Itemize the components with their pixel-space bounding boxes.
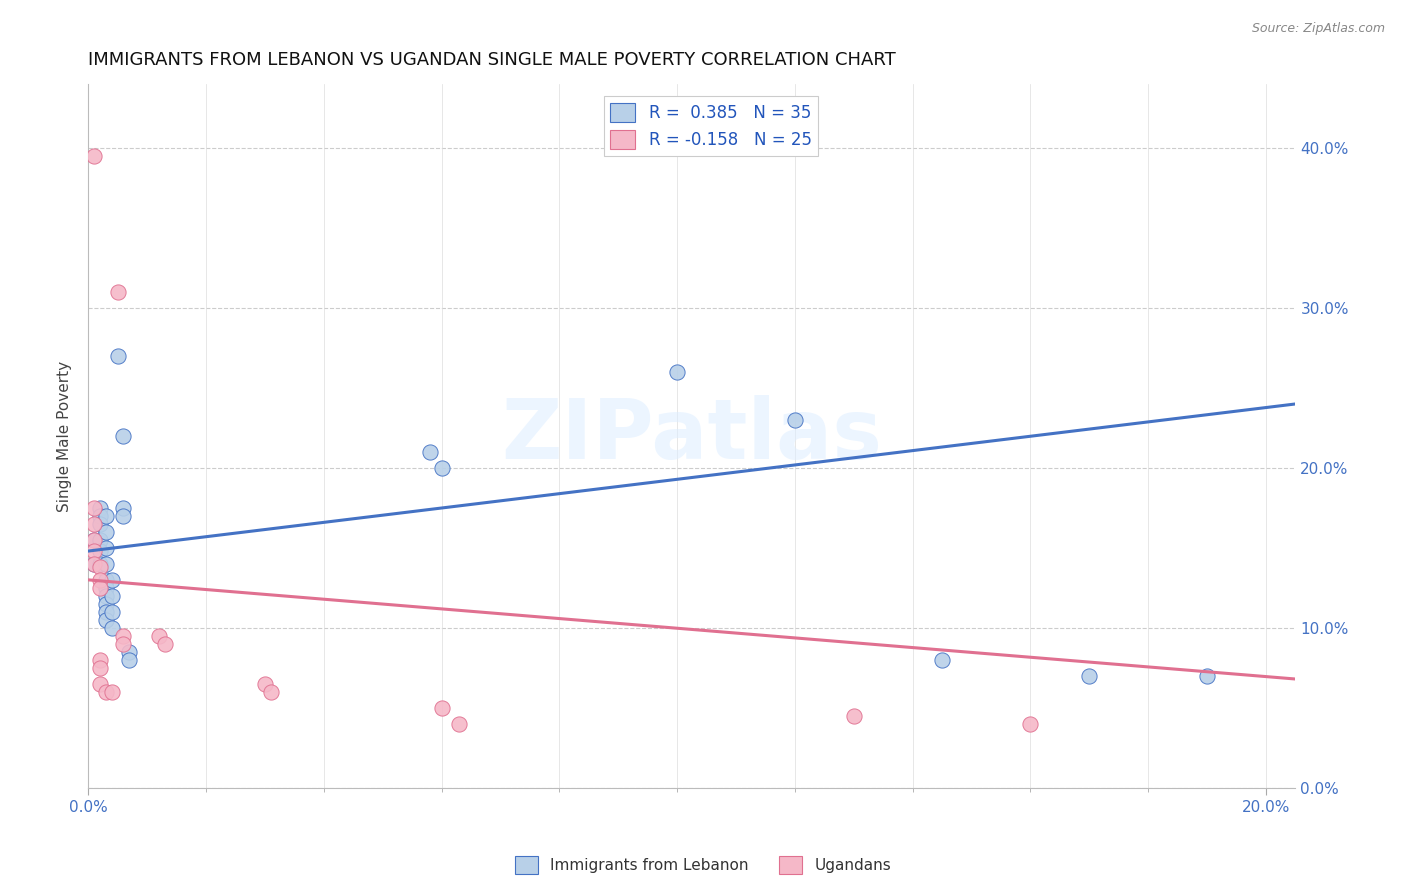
Point	[148, 629, 170, 643]
Point	[1078, 669, 1101, 683]
Point	[260, 685, 283, 699]
Point	[666, 365, 689, 379]
Point	[107, 349, 129, 363]
Point	[107, 285, 129, 299]
Point	[83, 557, 105, 571]
Point	[94, 524, 117, 539]
Point	[94, 685, 117, 699]
Point	[83, 149, 105, 163]
Point	[94, 605, 117, 619]
Point	[83, 533, 105, 547]
Point	[100, 685, 122, 699]
Text: Source: ZipAtlas.com: Source: ZipAtlas.com	[1251, 22, 1385, 36]
Point	[112, 500, 135, 515]
Point	[89, 508, 111, 523]
Point	[94, 613, 117, 627]
Point	[94, 589, 117, 603]
Point	[89, 500, 111, 515]
Point	[449, 716, 471, 731]
Point	[253, 677, 276, 691]
Point	[100, 605, 122, 619]
Point	[118, 653, 141, 667]
Point	[1019, 716, 1042, 731]
Point	[94, 557, 117, 571]
Y-axis label: Single Male Poverty: Single Male Poverty	[58, 360, 72, 511]
Point	[94, 541, 117, 555]
Point	[89, 573, 111, 587]
Point	[83, 533, 105, 547]
Legend: Immigrants from Lebanon, Ugandans: Immigrants from Lebanon, Ugandans	[509, 850, 897, 880]
Text: ZIPatlas: ZIPatlas	[502, 395, 883, 476]
Point	[89, 677, 111, 691]
Point	[112, 508, 135, 523]
Point	[100, 573, 122, 587]
Point	[118, 645, 141, 659]
Point	[94, 581, 117, 595]
Point	[83, 500, 105, 515]
Point	[842, 708, 865, 723]
Point	[89, 544, 111, 558]
Point	[83, 516, 105, 531]
Point	[89, 661, 111, 675]
Point	[94, 597, 117, 611]
Point	[153, 637, 176, 651]
Point	[89, 653, 111, 667]
Point	[83, 544, 105, 558]
Point	[783, 413, 806, 427]
Text: IMMIGRANTS FROM LEBANON VS UGANDAN SINGLE MALE POVERTY CORRELATION CHART: IMMIGRANTS FROM LEBANON VS UGANDAN SINGL…	[89, 51, 896, 69]
Legend: R =  0.385   N = 35, R = -0.158   N = 25: R = 0.385 N = 35, R = -0.158 N = 25	[603, 96, 818, 156]
Point	[430, 461, 453, 475]
Point	[1197, 669, 1219, 683]
Point	[94, 573, 117, 587]
Point	[89, 581, 111, 595]
Point	[112, 629, 135, 643]
Point	[100, 621, 122, 635]
Point	[112, 429, 135, 443]
Point	[112, 637, 135, 651]
Point	[89, 533, 111, 547]
Point	[94, 508, 117, 523]
Point	[430, 700, 453, 714]
Point	[89, 516, 111, 531]
Point	[89, 557, 111, 571]
Point	[931, 653, 953, 667]
Point	[100, 589, 122, 603]
Point	[89, 560, 111, 574]
Point	[83, 557, 105, 571]
Point	[419, 445, 441, 459]
